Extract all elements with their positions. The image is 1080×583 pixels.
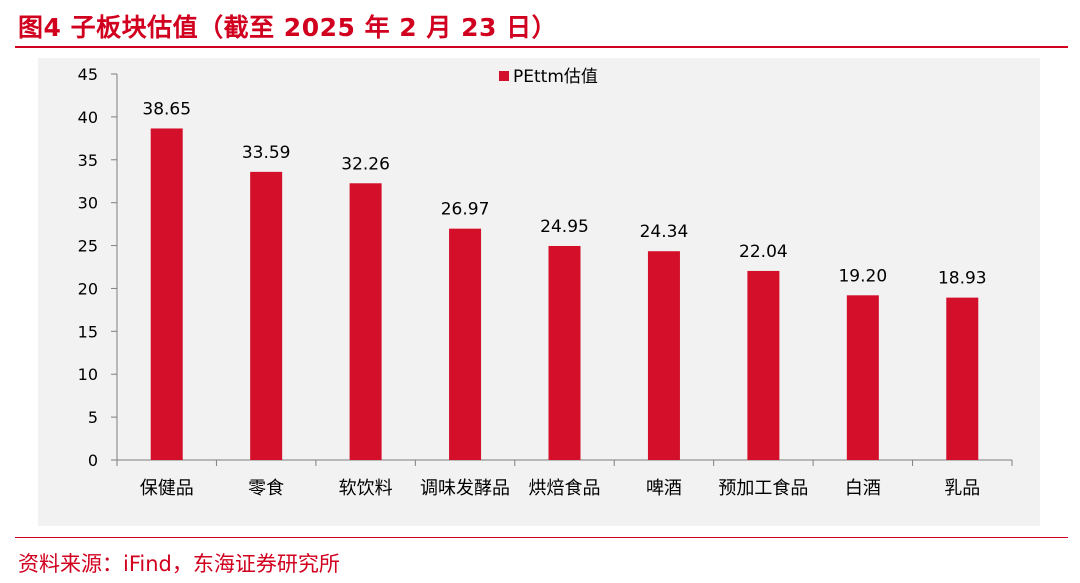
y-tick-label: 5 [88,408,98,427]
legend-label: PEttm估值 [513,67,598,87]
y-tick-label: 0 [88,451,98,470]
bar [449,228,482,460]
bar [548,245,581,460]
bar [747,270,780,460]
legend-swatch [499,71,509,81]
bar [250,171,283,461]
x-tick-label: 啤酒 [646,478,682,499]
data-label: 24.34 [640,222,689,242]
bar [946,297,979,460]
x-tick-label: 乳品 [944,478,980,499]
data-label: 19.20 [838,266,887,286]
y-tick-label: 10 [78,365,98,384]
bar [647,251,680,460]
y-tick-label: 20 [78,279,98,298]
x-tick-label: 白酒 [845,478,881,499]
bar [150,128,183,461]
y-tick-label: 25 [78,237,98,256]
data-label: 38.65 [142,99,191,119]
data-label: 32.26 [341,154,390,174]
title-rule [15,46,1068,48]
bar [349,183,382,460]
figure-title: 图4 子板块估值（截至 2025 年 2 月 23 日） [18,13,558,42]
y-tick-label: 35 [78,151,98,170]
data-label: 18.93 [938,269,987,289]
y-tick-label: 30 [78,194,98,213]
y-tick-label: 40 [78,108,98,127]
x-tick-label: 软饮料 [339,478,393,499]
y-tick-label: 15 [78,322,98,341]
x-tick-label: 预加工食品 [718,478,808,499]
source-note: 资料来源：iFind，东海证券研究所 [18,552,340,576]
x-tick-label: 零食 [248,478,284,499]
y-tick-label: 45 [78,65,98,84]
x-tick-label: 保健品 [140,478,194,499]
data-label: 24.95 [540,217,589,237]
x-tick-label: 调味发酵品 [420,478,510,499]
data-label: 22.04 [739,242,788,262]
data-label: 26.97 [441,200,490,220]
x-tick-label: 烘焙食品 [529,478,601,499]
bar [846,295,879,460]
data-label: 33.59 [242,143,291,163]
footer-rule [15,537,1068,538]
